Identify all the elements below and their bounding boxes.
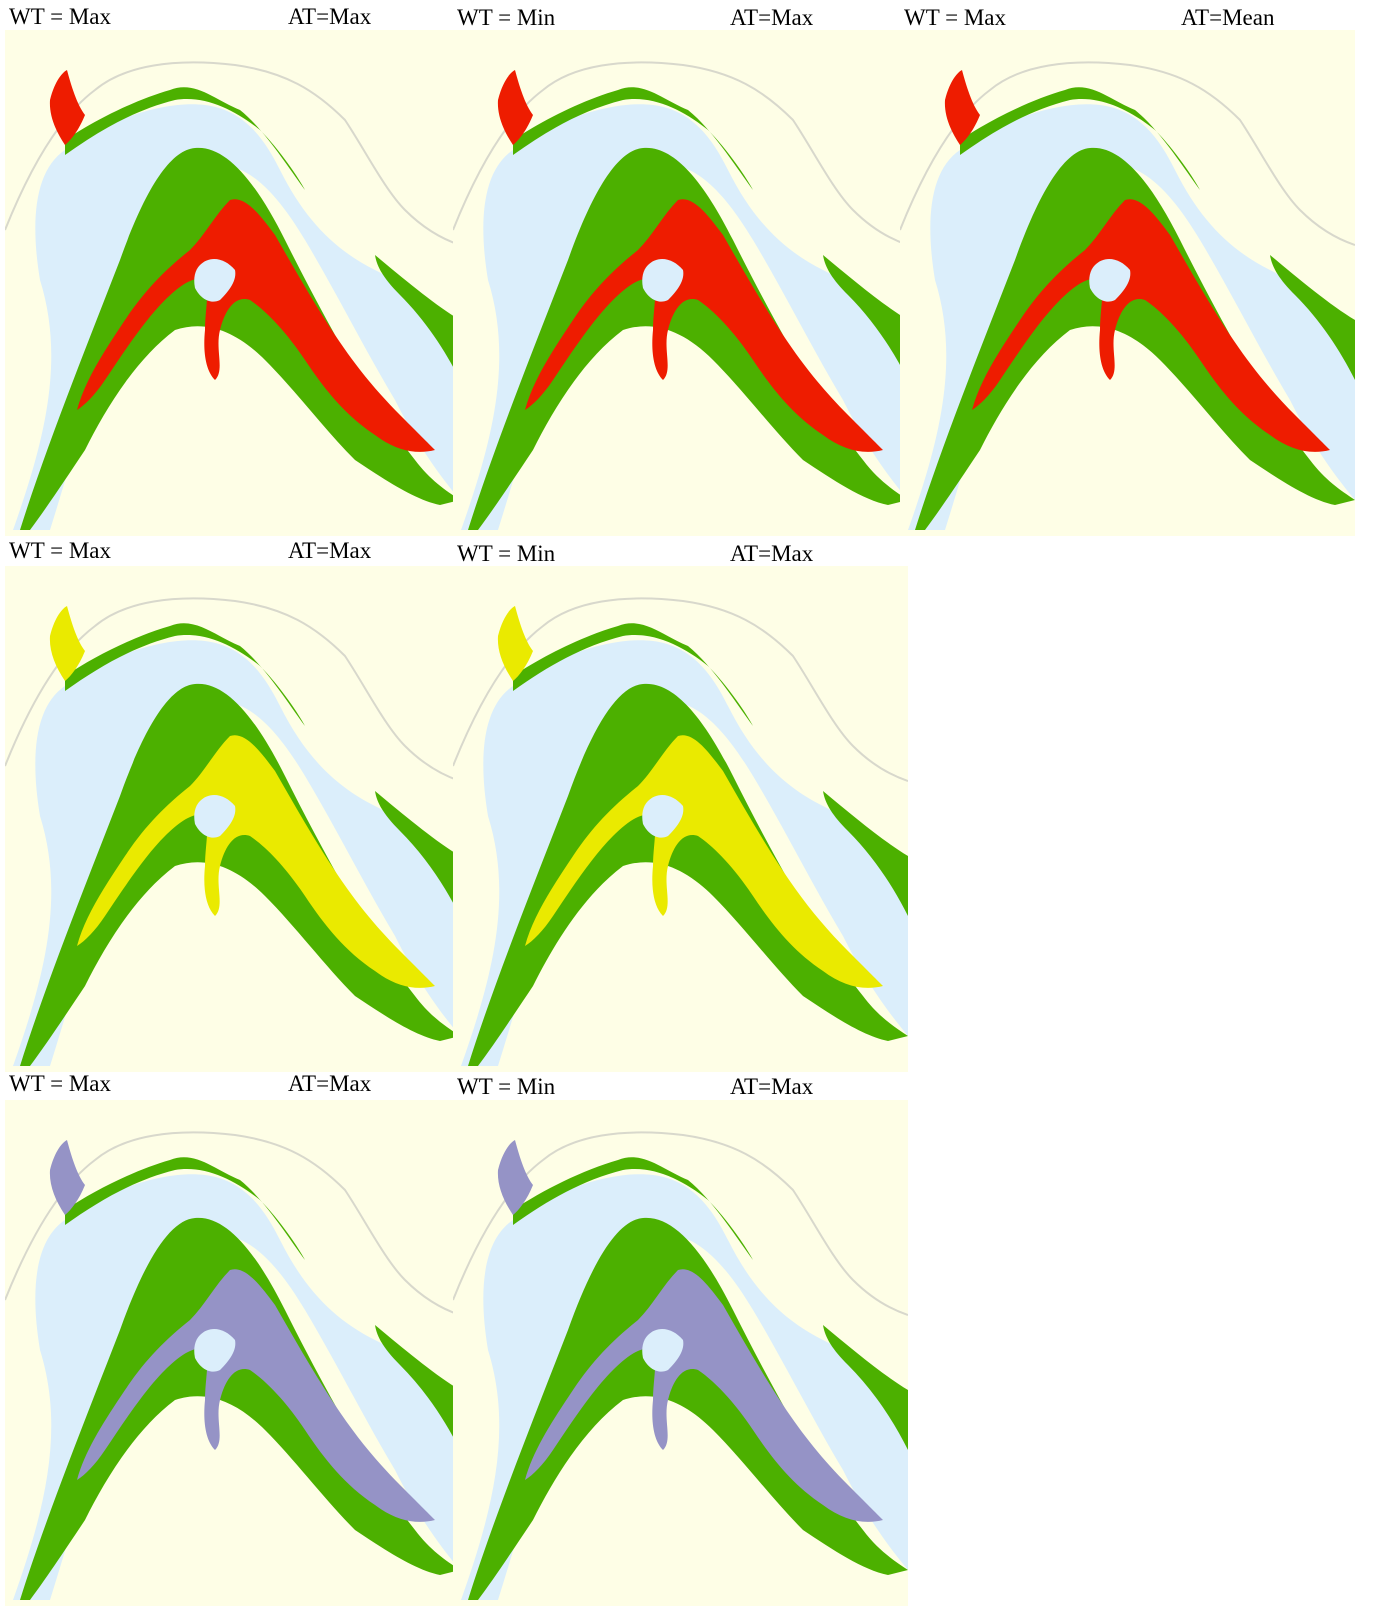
vegetation-area (915, 147, 1355, 530)
map-image (5, 566, 460, 1072)
map-image (453, 30, 908, 536)
classified-area (49, 70, 85, 145)
classified-area (972, 199, 1330, 452)
wt-label: WT = Min (457, 541, 556, 566)
vegetation-area (375, 255, 460, 380)
vegetation-area (513, 1157, 753, 1260)
vegetation-area (65, 623, 305, 726)
river-water (13, 1174, 460, 1600)
map-image (5, 1100, 460, 1606)
river-water (13, 104, 460, 530)
vegetation-area (823, 791, 908, 916)
classified-area (77, 199, 435, 452)
wt-label: WT = Max (9, 538, 111, 563)
inner-water-patch (194, 258, 236, 302)
map-image (453, 566, 908, 1072)
inner-water-patch (1089, 258, 1131, 302)
vegetation-area (20, 683, 460, 1066)
river-water (908, 104, 1355, 530)
wt-label: WT = Max (9, 4, 111, 29)
vegetation-area (65, 1157, 305, 1260)
classified-area (77, 735, 435, 988)
vegetation-area (375, 1325, 460, 1450)
vegetation-area (513, 87, 753, 190)
classified-area (49, 1140, 85, 1215)
at-label: AT=Max (288, 1071, 372, 1096)
vegetation-area (823, 255, 908, 380)
vegetation-area (823, 1325, 908, 1450)
classified-area (77, 1269, 435, 1522)
classified-area (525, 735, 883, 988)
vegetation-area (960, 87, 1200, 190)
vegetation-area (375, 791, 460, 916)
vegetation-area (20, 147, 460, 530)
classified-area (944, 70, 980, 145)
map-image (453, 1100, 908, 1606)
inner-water-patch (642, 1328, 684, 1372)
classified-area (497, 1140, 533, 1215)
river-water (461, 640, 908, 1066)
vegetation-area (65, 87, 305, 190)
at-label: AT=Mean (1181, 5, 1275, 30)
vegetation-area (1270, 255, 1355, 380)
river-water (461, 1174, 908, 1600)
at-label: AT=Max (730, 541, 814, 566)
river-water (461, 104, 908, 530)
vegetation-area (513, 623, 753, 726)
classified-area (497, 70, 533, 145)
vegetation-area (468, 1217, 908, 1600)
inner-water-patch (642, 794, 684, 838)
at-label: AT=Max (730, 5, 814, 30)
at-label: AT=Max (730, 1074, 814, 1099)
wt-label: WT = Min (457, 5, 556, 30)
classified-area (49, 606, 85, 681)
classified-area (525, 199, 883, 452)
map-image (900, 30, 1355, 536)
classified-area (525, 1269, 883, 1522)
at-label: AT=Max (288, 538, 372, 563)
wt-label: WT = Min (457, 1074, 556, 1099)
inner-water-patch (642, 258, 684, 302)
wt-label: WT = Max (904, 5, 1006, 30)
at-label: AT=Max (288, 4, 372, 29)
inner-water-patch (194, 794, 236, 838)
map-image (5, 30, 460, 536)
vegetation-area (468, 147, 908, 530)
vegetation-area (20, 1217, 460, 1600)
classified-area (497, 606, 533, 681)
river-water (13, 640, 460, 1066)
wt-label: WT = Max (9, 1071, 111, 1096)
vegetation-area (468, 683, 908, 1066)
inner-water-patch (194, 1328, 236, 1372)
